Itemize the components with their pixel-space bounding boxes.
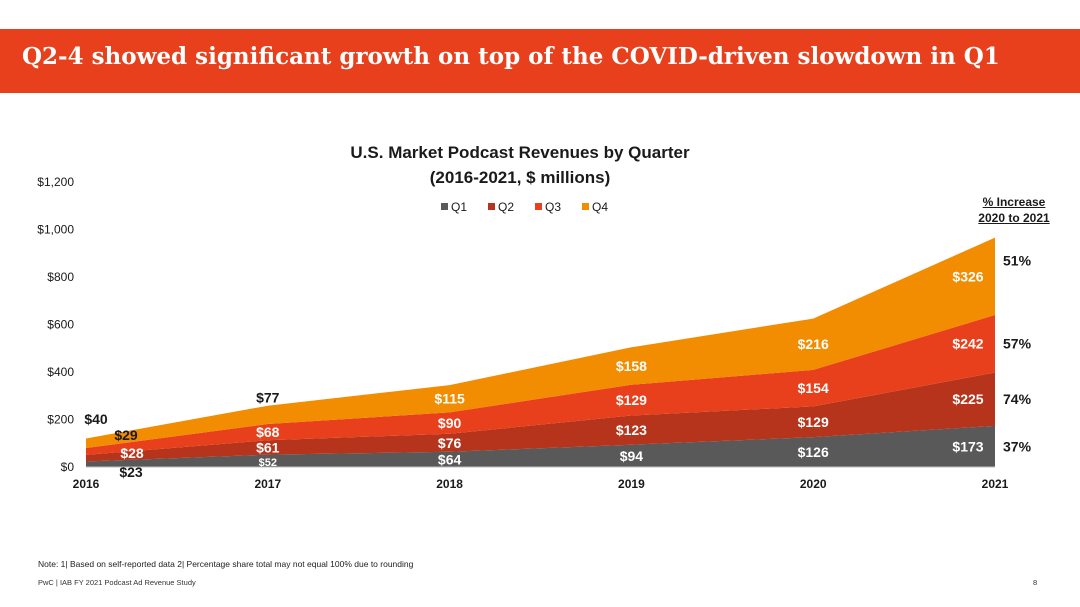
data-label-q3: $129 [616,392,647,408]
data-label-2016-q1: $23 [119,464,143,480]
footer-source: PwC | IAB FY 2021 Podcast Ad Revenue Stu… [38,578,196,587]
legend-swatch-q4 [582,203,589,210]
legend-swatch-q1 [441,203,448,210]
data-label-q1: $173 [952,438,983,454]
legend-label-q1: Q1 [451,200,467,214]
data-label-q3: $68 [256,424,280,440]
area-q4 [86,237,995,448]
x-tick-label: 2020 [800,477,827,491]
data-label-q2: $123 [616,422,647,438]
y-tick-label: $400 [47,365,74,379]
pct-increase-q2: 74% [1003,391,1032,407]
chart-subtitle: (2016-2021, $ millions) [429,168,611,187]
data-label-q1: $94 [620,448,644,464]
data-label-q2: $129 [798,414,829,430]
data-label-q4: $115 [434,391,465,407]
legend-label-q4: Q4 [592,200,608,214]
data-label-q4: $77 [256,390,280,406]
y-tick-label: $600 [47,318,74,332]
data-label-q1: $52 [259,457,277,469]
data-label-q2: $61 [256,439,280,455]
pct-increase-header: % Increase 2020 to 2021 [968,194,1060,226]
legend-swatch-q2 [488,203,495,210]
data-label-q3: $154 [798,380,829,396]
y-tick-label: $1,200 [37,175,74,189]
page-number: 8 [1033,578,1038,587]
chart-title: U.S. Market Podcast Revenues by Quarter [350,143,690,162]
y-tick-label: $200 [47,413,74,427]
data-label-2016-q2: $28 [120,445,144,461]
pct-increase-q1: 37% [1003,438,1032,454]
x-tick-label: 2019 [618,477,645,491]
header-banner: Q2-4 showed significant growth on top of… [0,29,1080,93]
data-label-q2: $76 [438,435,462,451]
data-label-q4: $158 [616,358,647,374]
data-label-2016-q3: $29 [114,427,138,443]
pct-increase-q3: 57% [1003,336,1032,352]
pct-header-line1: % Increase [982,195,1046,209]
area-q1 [86,425,995,467]
data-label-q1: $126 [798,444,829,460]
data-label-q3: $90 [438,415,462,431]
x-tick-label: 2018 [436,477,463,491]
data-label-q3: $242 [952,336,983,352]
x-tick-label: 2021 [982,477,1009,491]
x-tick-label: 2017 [254,477,281,491]
legend-label-q2: Q2 [498,200,514,214]
footnote: Note: 1| Based on self-reported data 2| … [38,559,414,569]
slide-title: Q2-4 showed significant growth on top of… [22,43,1000,70]
y-tick-label: $1,000 [37,223,74,237]
legend-label-q3: Q3 [545,200,561,214]
pct-header-line2: 2020 to 2021 [978,211,1050,225]
area-q2 [86,372,995,462]
y-tick-label: $0 [61,460,75,474]
data-label-q4: $326 [952,268,983,284]
legend-swatch-q3 [535,203,542,210]
data-label-2016-q4: $40 [84,411,108,427]
data-label-q1: $64 [438,451,462,467]
area-q3 [86,315,995,455]
y-tick-label: $800 [47,270,74,284]
pct-increase-q4: 51% [1003,253,1032,269]
x-tick-label: 2016 [73,477,100,491]
data-label-q2: $225 [952,391,983,407]
data-label-q4: $216 [798,336,829,352]
